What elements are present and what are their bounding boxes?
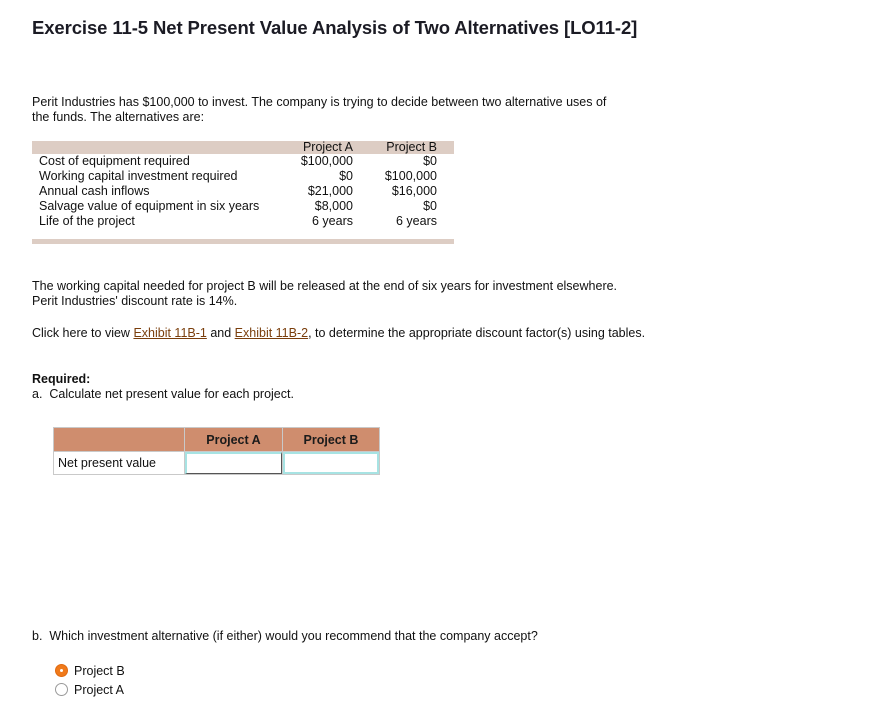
- exhibit-prefix: Click here to view: [32, 326, 134, 340]
- npv-cell-project-a: [184, 451, 283, 475]
- project-a-value: $21,000: [307, 184, 353, 198]
- npv-cell-project-b: [282, 451, 380, 475]
- npv-project-a-input[interactable]: [185, 452, 282, 474]
- project-a-value: $100,000: [300, 154, 353, 168]
- table-row: Cost of equipment required $100,000 $0: [32, 154, 454, 169]
- table-row: Working capital investment required $0 $…: [32, 169, 454, 184]
- project-b-value: $0: [423, 154, 437, 168]
- working-capital-note: The working capital needed for project B…: [32, 279, 618, 308]
- part-a-instruction: a. Calculate net present value for each …: [32, 387, 294, 401]
- project-b-value: $16,000: [391, 184, 437, 198]
- required-section: Required: a. Calculate net present value…: [32, 372, 294, 402]
- radio-selected-icon[interactable]: [55, 664, 68, 677]
- table-row: Life of the project 6 years 6 years: [32, 214, 454, 229]
- radio-option-project-a[interactable]: Project A: [55, 680, 125, 699]
- project-b-value: $100,000: [384, 169, 437, 183]
- npv-header-project-b: Project B: [282, 427, 380, 452]
- recommendation-radio-group: Project B Project A: [55, 661, 125, 699]
- exhibit-suffix: , to determine the appropriate discount …: [308, 326, 646, 340]
- npv-header-project-a: Project A: [184, 427, 283, 452]
- row-label: Annual cash inflows: [39, 184, 150, 198]
- project-a-value: 6 years: [312, 214, 353, 228]
- project-a-value: $0: [339, 169, 353, 183]
- radio-label: Project B: [74, 663, 125, 678]
- npv-header-row: Project A Project B: [53, 427, 380, 452]
- radio-unselected-icon[interactable]: [55, 683, 68, 696]
- project-b-value: $0: [423, 199, 437, 213]
- project-b-value: 6 years: [396, 214, 437, 228]
- exhibit-11b-2-link[interactable]: Exhibit 11B-2: [234, 326, 309, 340]
- table-row: Annual cash inflows $21,000 $16,000: [32, 184, 454, 199]
- table-footer-band: [32, 239, 454, 244]
- npv-answer-table: Project A Project B Net present value: [53, 427, 380, 475]
- alternatives-table-header: Project A Project B: [32, 140, 454, 154]
- radio-option-project-b[interactable]: Project B: [55, 661, 125, 680]
- exhibit-11b-1-link[interactable]: Exhibit 11B-1: [133, 326, 207, 340]
- row-label: Cost of equipment required: [39, 154, 190, 168]
- npv-project-b-input[interactable]: [283, 452, 379, 474]
- table-row: Salvage value of equipment in six years …: [32, 199, 454, 214]
- exhibit-middle: and: [206, 326, 235, 340]
- exhibit-instructions: Click here to view Exhibit 11B-1 and Exh…: [32, 326, 652, 341]
- header-project-a: Project A: [302, 140, 353, 154]
- row-label: Life of the project: [39, 214, 135, 228]
- npv-header-blank: [53, 427, 185, 452]
- required-heading: Required:: [32, 372, 91, 386]
- exercise-title: Exercise 11-5 Net Present Value Analysis…: [32, 17, 638, 38]
- header-project-b: Project B: [386, 140, 437, 154]
- radio-label: Project A: [74, 682, 125, 697]
- intro-text: Perit Industries has $100,000 to invest.…: [32, 95, 607, 124]
- row-label: Working capital investment required: [39, 169, 238, 183]
- alternatives-table: Project A Project B Cost of equipment re…: [32, 140, 454, 244]
- npv-row: Net present value: [53, 451, 380, 475]
- part-b-question: b. Which investment alternative (if eith…: [32, 629, 538, 643]
- project-a-value: $8,000: [314, 199, 353, 213]
- row-label: Salvage value of equipment in six years: [39, 199, 260, 213]
- npv-row-label: Net present value: [53, 451, 185, 475]
